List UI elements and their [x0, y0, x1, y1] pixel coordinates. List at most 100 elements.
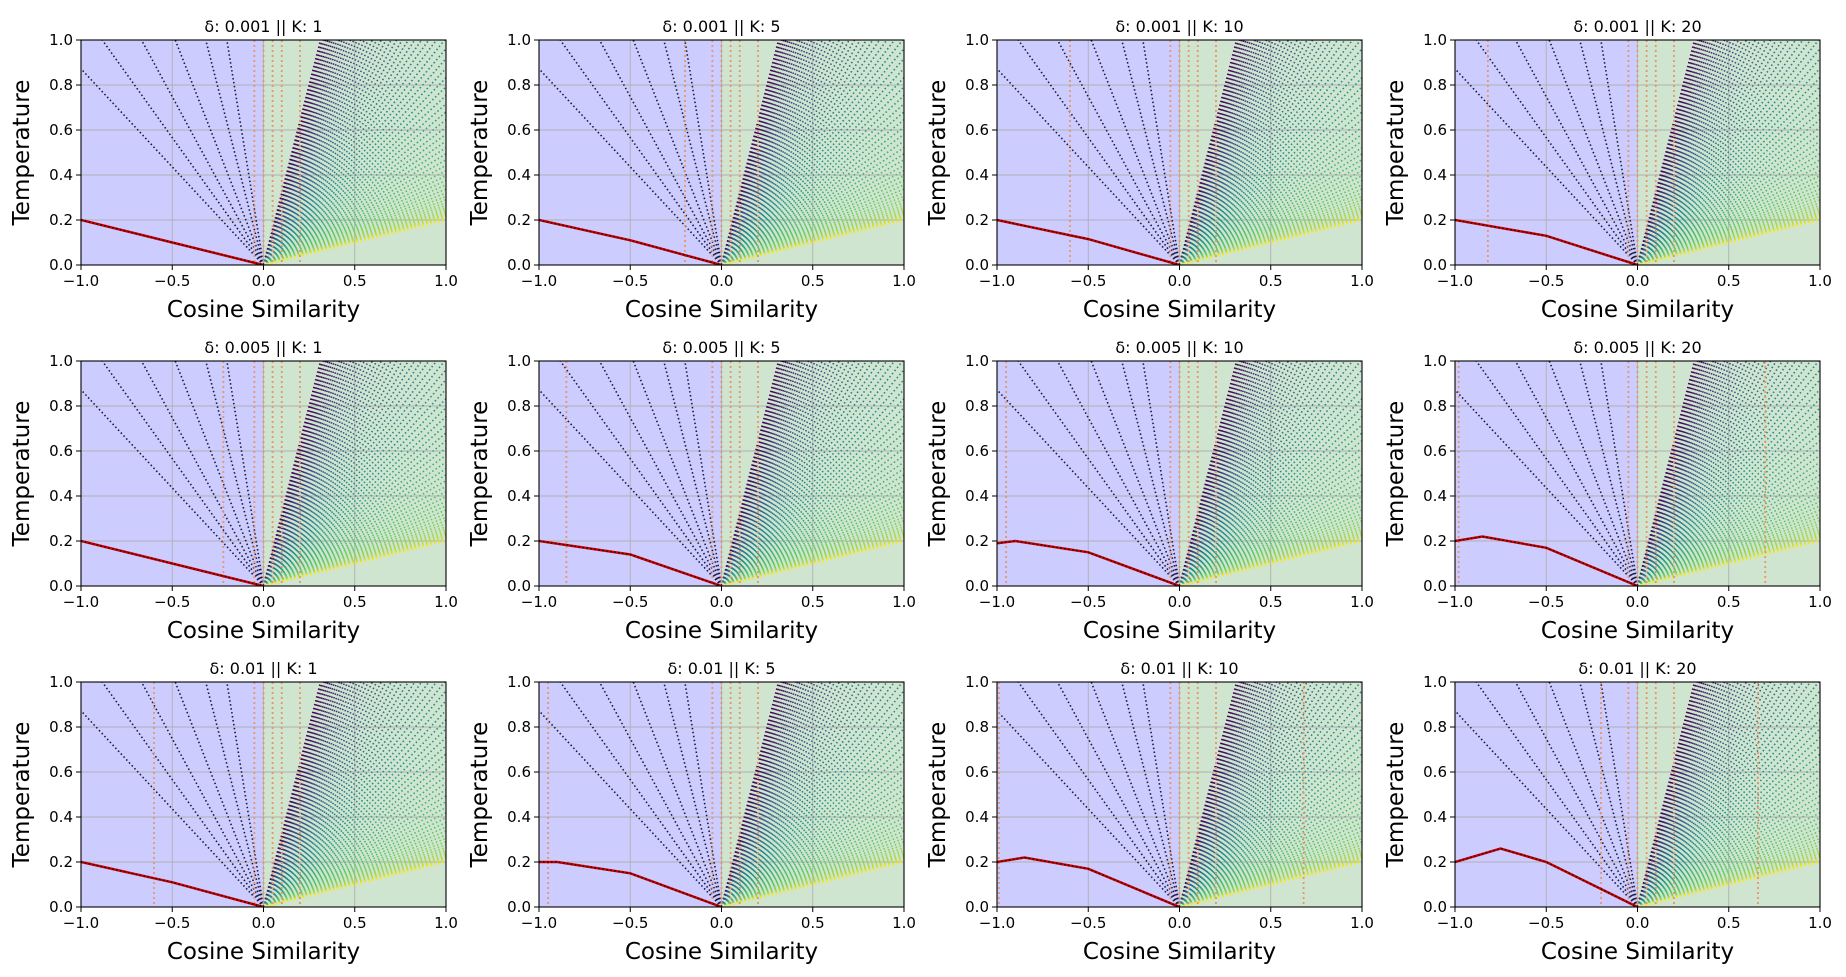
x-tick-label: 1.0: [434, 593, 458, 611]
x-tick-label: 0.5: [343, 272, 367, 290]
curve: [720, 40, 782, 265]
curve: [720, 40, 820, 265]
plot-area: [997, 361, 1362, 586]
y-tick-label: 0.8: [507, 76, 531, 94]
y-tick-label: 0.4: [965, 487, 989, 505]
curve: [721, 175, 904, 265]
curve: [1637, 133, 1820, 265]
y-tick-label: 0.6: [1423, 763, 1447, 781]
curve: [262, 682, 325, 907]
curve: [262, 709, 446, 907]
curve: [1636, 361, 1744, 586]
curve: [262, 361, 370, 586]
curve: [721, 216, 904, 265]
boundary-curve-dots: [997, 856, 1180, 907]
curve: [1178, 40, 1299, 265]
y-axis-label: Temperature: [925, 401, 951, 548]
curve: [1637, 467, 1820, 586]
curve: [1178, 94, 1362, 265]
curve: [1637, 821, 1820, 907]
curve: [1178, 40, 1268, 265]
curve: [262, 682, 343, 907]
y-tick-label: 0.8: [965, 397, 989, 415]
curve: [997, 389, 1181, 586]
curve: [1637, 485, 1820, 586]
curve: [721, 133, 904, 265]
curve: [721, 801, 904, 907]
curve: [721, 537, 904, 586]
curve: [262, 745, 446, 907]
plot-area: [997, 682, 1362, 907]
curve: [997, 710, 1181, 907]
x-tick-label: 1.0: [434, 272, 458, 290]
curve: [1178, 361, 1240, 586]
curve: [721, 782, 904, 907]
curve: [721, 761, 904, 907]
curve: [720, 361, 820, 586]
curve: [1636, 40, 1717, 265]
x-tick-label: −0.5: [612, 593, 648, 611]
x-tick-label: −1.0: [63, 272, 99, 290]
plot-area: [539, 361, 904, 586]
curve: [1636, 682, 1744, 907]
curve: [1636, 736, 1820, 907]
curve: [262, 40, 352, 265]
curve: [1636, 682, 1726, 907]
curve: [1178, 103, 1362, 265]
curve: [262, 361, 334, 586]
curve: [1637, 140, 1820, 265]
y-tick-label: 0.2: [1423, 532, 1447, 550]
curve: [1636, 361, 1757, 586]
y-tick-label: 1.0: [507, 352, 531, 370]
curve: [1178, 682, 1299, 907]
y-axis-label: Temperature: [467, 401, 493, 548]
y-axis-label: Temperature: [1383, 722, 1409, 869]
curve: [262, 682, 393, 907]
curve: [1637, 496, 1820, 586]
curve: [1636, 361, 1797, 586]
y-tick-label: 0.0: [965, 256, 989, 274]
curve: [1178, 682, 1326, 907]
curve: [1637, 216, 1820, 265]
curve: [262, 40, 343, 265]
curve: [263, 119, 446, 265]
curve: [1179, 775, 1362, 907]
curve: [101, 40, 265, 265]
curve: [720, 682, 868, 907]
curve: [263, 540, 446, 586]
subplot-7: −1.0 −0.5 0.0 0.5 1.0 0.0 0.2 0.4 0.6 0.8 1.0 δ: 0.…: [925, 338, 1374, 644]
curve: [1179, 164, 1362, 265]
curve: [263, 146, 446, 265]
curve: [720, 40, 904, 265]
curve: [721, 788, 904, 907]
curve: [720, 94, 904, 265]
curve: [1178, 682, 1362, 907]
x-tick-label: −0.5: [1528, 593, 1564, 611]
x-axis-label: Cosine Similarity: [625, 297, 818, 323]
curve: [1179, 467, 1362, 586]
curve: [1636, 40, 1699, 265]
curve: [262, 40, 336, 265]
subplot-10: −1.0 −0.5 0.0 0.5 1.0 0.0 0.2 0.4 0.6 0.8 1.0 δ: 0.…: [467, 659, 916, 965]
curve: [1142, 682, 1181, 907]
x-axis-label: Cosine Similarity: [1083, 618, 1276, 644]
subplot-title: δ: 0.01 || K: 20: [1578, 659, 1696, 678]
x-axis-label: Cosine Similarity: [1541, 939, 1734, 965]
curve: [262, 94, 446, 265]
curve: [262, 736, 446, 907]
x-tick-label: 0.5: [1259, 914, 1283, 932]
x-tick-label: 1.0: [434, 914, 458, 932]
curve: [1636, 361, 1736, 586]
curve: [1179, 788, 1362, 907]
curve: [1179, 858, 1362, 907]
curve: [262, 682, 430, 907]
x-tick-label: 0.5: [801, 914, 825, 932]
y-tick-label: 0.0: [965, 577, 989, 595]
curve: [1636, 728, 1820, 907]
curve: [1178, 40, 1252, 265]
curve: [1636, 361, 1726, 586]
curve: [1636, 103, 1820, 265]
curve: [1178, 40, 1362, 265]
x-tick-label: 0.0: [1626, 272, 1650, 290]
curve: [720, 736, 904, 907]
